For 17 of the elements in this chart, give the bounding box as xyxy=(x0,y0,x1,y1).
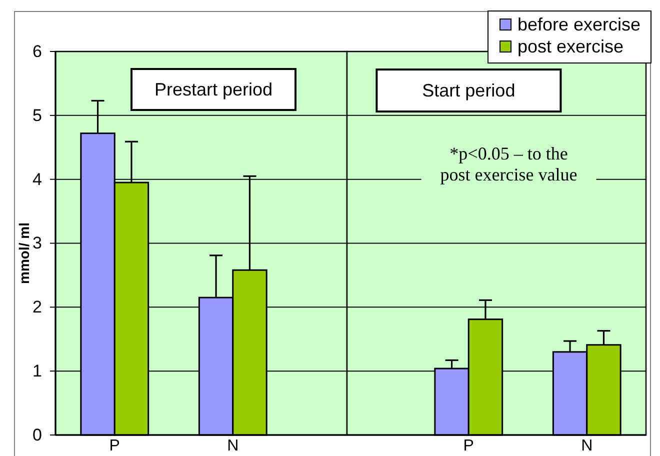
x-tick-label: N xyxy=(227,437,239,454)
text: Prestart period xyxy=(154,80,273,100)
y-axis-title: mmol/ ml xyxy=(16,222,32,284)
y-tick-label: 0 xyxy=(32,425,42,444)
x-tick-label: P xyxy=(109,437,120,454)
y-tick-label: 4 xyxy=(32,170,42,189)
legend-label: post exercise xyxy=(518,36,624,56)
x-tick-label: P xyxy=(463,437,474,454)
x-tick-label: N xyxy=(581,437,593,454)
text: Start period xyxy=(422,80,516,100)
y-tick-label: 6 xyxy=(32,42,42,61)
y-tick-label: 3 xyxy=(32,234,42,253)
legend-label: before exercise xyxy=(518,14,641,34)
y-tick-label: 5 xyxy=(32,106,42,125)
annotation: *p<0.05 – to the post exercise value xyxy=(440,144,578,184)
y-tick-label: 2 xyxy=(32,298,42,317)
y-tick-label: 1 xyxy=(32,362,42,381)
